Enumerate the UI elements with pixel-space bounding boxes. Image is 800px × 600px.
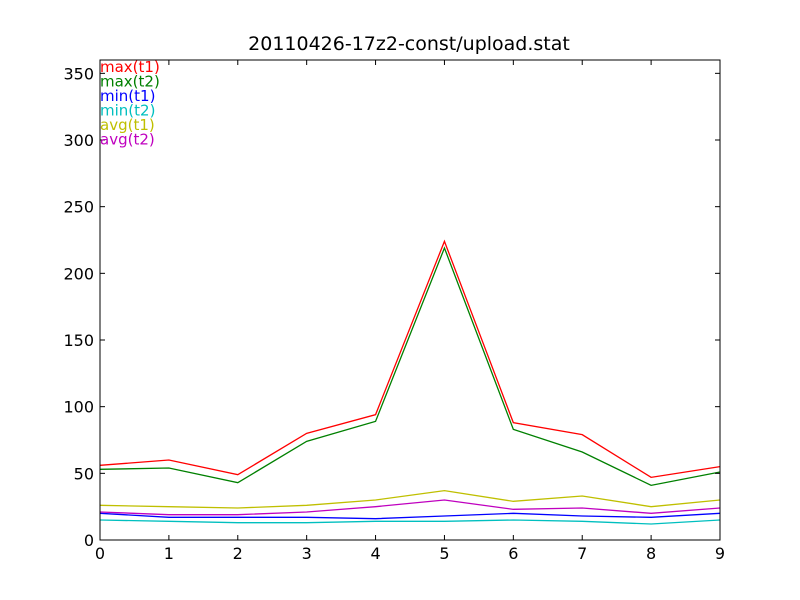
x-tick-label: 7 <box>577 544 587 563</box>
legend-entry: avg(t2) <box>100 131 155 149</box>
x-tick-label: 3 <box>302 544 312 563</box>
y-tick-label: 200 <box>63 264 94 283</box>
plot-frame <box>99 59 721 541</box>
y-tick-label: 50 <box>74 464 94 483</box>
series-line-4 <box>99 490 721 509</box>
x-tick-label: 5 <box>439 544 449 563</box>
series-line-2 <box>99 512 721 520</box>
series-line-5 <box>99 499 721 516</box>
series-layer <box>99 239 721 525</box>
legend-entry: max(t1) <box>100 58 160 76</box>
y-tick-label: 0 <box>84 531 94 550</box>
x-tick-label: 4 <box>370 544 380 563</box>
y-tick-label: 100 <box>63 398 94 417</box>
axis-ticks: 0 1 2 3 4 5 6 7 8 9 0 50 100 150 200 250 300 350 <box>63 60 725 563</box>
legend-entry: avg(t1) <box>100 116 155 134</box>
x-tick-label: 8 <box>646 544 656 563</box>
legend-entry: min(t2) <box>100 102 155 120</box>
y-tick-label: 250 <box>63 198 94 217</box>
x-tick-label: 9 <box>715 544 725 563</box>
series-line-3 <box>99 519 721 525</box>
x-tick-label: 6 <box>508 544 518 563</box>
legend-entry: min(t1) <box>100 87 155 105</box>
legend: max(t1)max(t2)min(t1)min(t2)avg(t1)avg(t… <box>100 58 160 149</box>
chart-title: 20110426-17z2-const/upload.stat <box>248 33 570 55</box>
y-tick-label: 150 <box>63 331 94 350</box>
legend-entry: max(t2) <box>100 73 160 91</box>
series-line-0 <box>99 239 721 479</box>
x-tick-label: 2 <box>233 544 243 563</box>
series-line-1 <box>99 246 721 487</box>
x-tick-label: 1 <box>164 544 174 563</box>
y-tick-label: 350 <box>63 64 94 83</box>
x-tick-label: 0 <box>95 544 105 563</box>
y-tick-label: 300 <box>63 131 94 150</box>
